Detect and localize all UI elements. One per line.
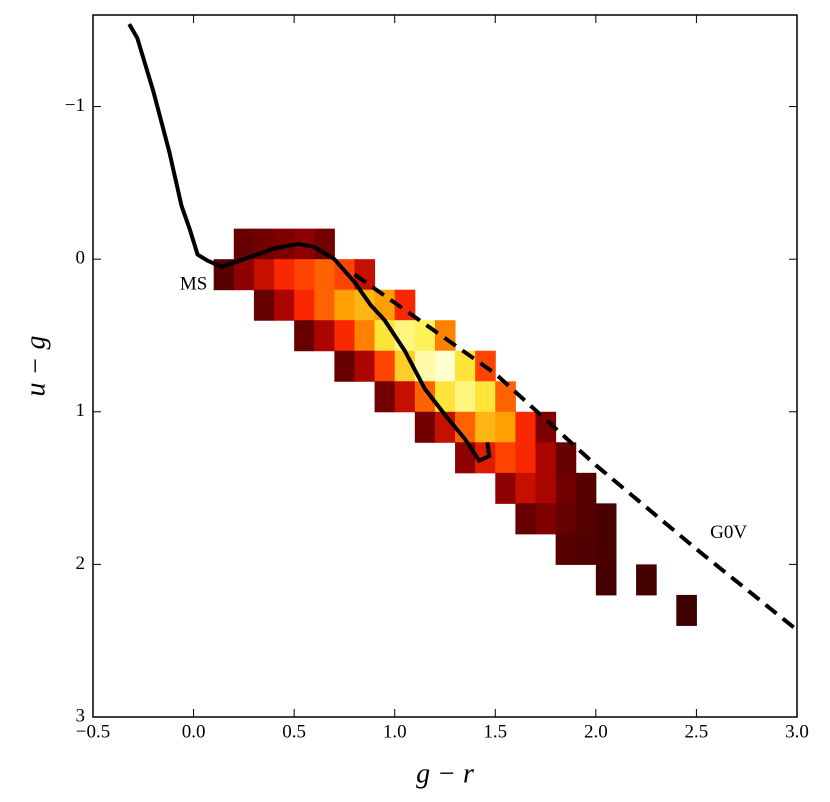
density-cell: [394, 320, 416, 352]
density-cell: [555, 503, 577, 535]
density-cell: [314, 320, 335, 352]
density-cell: [394, 381, 416, 413]
density-cell: [535, 442, 557, 474]
x-tick-label: 1.5: [483, 721, 507, 742]
density-cell: [434, 350, 456, 382]
density-cell: [294, 320, 315, 352]
density-cell: [575, 503, 597, 535]
density-cell: [535, 472, 557, 504]
y-tick-label: 2: [76, 553, 86, 574]
y-axis-label: u − g: [20, 336, 51, 397]
x-tick-label: −0.5: [76, 721, 110, 742]
density-cell: [233, 259, 255, 291]
density-cell: [535, 503, 557, 535]
density-cell: [294, 289, 315, 321]
track-line: [353, 272, 799, 632]
density-cell: [374, 289, 396, 321]
density-cell: [314, 259, 335, 291]
density-cell: [274, 228, 295, 260]
y-tick-label: 1: [76, 400, 86, 421]
density-cell: [434, 320, 456, 352]
density-cell: [555, 442, 577, 474]
plot-frame: [92, 14, 798, 718]
x-tick-label: 3.0: [785, 721, 809, 742]
track-line: [127, 23, 492, 464]
density-cell: [535, 411, 557, 443]
density-cell: [515, 411, 537, 443]
density-cell: [354, 259, 376, 291]
annotation: MS: [180, 273, 207, 294]
density-cell: [314, 289, 335, 321]
density-cell: [354, 289, 376, 321]
density-cell: [374, 381, 396, 413]
density-cell: [374, 320, 396, 352]
density-cell: [515, 472, 537, 504]
density-cell: [575, 472, 597, 504]
density-cell: [274, 289, 295, 321]
density-cell: [475, 411, 496, 443]
density-cell: [274, 259, 295, 291]
density-cell: [414, 411, 436, 443]
density-cell: [334, 289, 355, 321]
x-tick-label: 1.0: [383, 721, 407, 742]
density-cell: [495, 411, 516, 443]
density-cell: [595, 564, 617, 596]
density-cell: [475, 381, 496, 413]
density-cell: [253, 289, 275, 321]
density-cell: [414, 350, 436, 382]
density-cell: [354, 320, 376, 352]
density-cell: [495, 472, 516, 504]
density-cell: [434, 381, 456, 413]
density-cell: [455, 381, 476, 413]
density-cell: [495, 381, 516, 413]
density-cell: [294, 259, 315, 291]
density-cell: [334, 350, 355, 382]
density-cell: [374, 350, 396, 382]
annotation: G0V: [710, 522, 747, 543]
density-cell: [595, 503, 617, 535]
density-cell: [555, 472, 577, 504]
density-cell: [515, 503, 537, 535]
density-cell: [253, 259, 275, 291]
x-tick-label: 0.5: [282, 721, 306, 742]
x-axis-label: g − r: [416, 758, 474, 789]
density-cell: [495, 442, 516, 474]
density-cell: [575, 533, 597, 565]
y-tick-label: 3: [76, 705, 86, 726]
density-cell: [334, 320, 355, 352]
x-tick-label: 0.0: [182, 721, 206, 742]
density-cell: [676, 594, 697, 626]
density-cell: [555, 533, 577, 565]
density-cell: [595, 533, 617, 565]
density-cell: [636, 564, 657, 596]
x-tick-label: 2.5: [685, 721, 709, 742]
y-tick-label: 0: [76, 248, 86, 269]
y-tick-label: −1: [65, 95, 85, 116]
x-tick-label: 2.0: [584, 721, 608, 742]
density-cell: [414, 320, 436, 352]
density-cell: [515, 442, 537, 474]
density-cell: [414, 381, 436, 413]
density-cell: [233, 228, 255, 260]
density-cell: [354, 350, 376, 382]
